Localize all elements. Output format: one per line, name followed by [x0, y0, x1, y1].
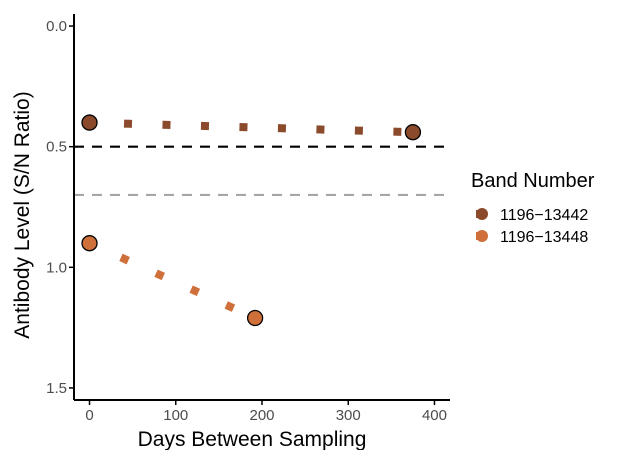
- y-tick-label: 1.0: [46, 259, 67, 276]
- series-2-connector-mark: [119, 253, 130, 265]
- x-tick-label: 0: [85, 407, 93, 424]
- series-1-connector-mark: [239, 123, 248, 132]
- series-2-point-1: [81, 235, 98, 252]
- series-1-point-1: [81, 114, 98, 131]
- series-1-connector-mark: [316, 125, 325, 134]
- series-1-connector-mark: [123, 119, 133, 128]
- series-1-connector-mark: [354, 126, 364, 135]
- series-1-point-2: [404, 124, 422, 141]
- y-axis-ticks: 0.0 0.5 1.0 1.5: [46, 18, 74, 397]
- axes: [73, 14, 450, 401]
- series-2-point-2: [246, 309, 264, 327]
- legend: Band Number 1196−13442 1196−13448: [471, 170, 595, 246]
- series-connectors: [119, 119, 402, 312]
- legend-key-point: [476, 230, 488, 242]
- reference-lines: [74, 145, 450, 197]
- series-2-connector-mark: [189, 285, 201, 297]
- y-tick-label: 1.5: [46, 380, 67, 397]
- legend-key-point: [476, 208, 488, 220]
- legend-title: Band Number: [471, 170, 595, 192]
- series-1-connector-mark: [200, 121, 210, 131]
- y-axis-title: Antibody Level (S/N Ratio): [11, 91, 34, 338]
- series-1-connector-mark: [277, 124, 287, 133]
- y-tick-label: 0.0: [46, 18, 67, 35]
- data-points: [81, 114, 422, 327]
- x-tick-label: 200: [249, 407, 274, 424]
- series-2-connector-mark: [154, 269, 165, 281]
- x-tick-label: 400: [422, 407, 447, 424]
- legend-label: 1196−13442: [500, 207, 588, 224]
- series-2-connector-mark: [224, 301, 236, 312]
- y-tick-label: 0.5: [46, 139, 67, 156]
- x-axis-title: Days Between Sampling: [138, 428, 367, 450]
- x-tick-label: 300: [336, 407, 361, 424]
- series-1-connector-mark: [162, 120, 171, 129]
- x-tick-label: 100: [163, 407, 188, 424]
- legend-label: 1196−13448: [500, 229, 588, 246]
- series-1-connector-mark: [393, 127, 402, 136]
- x-axis-ticks: 0 100 200 300 400: [85, 400, 447, 424]
